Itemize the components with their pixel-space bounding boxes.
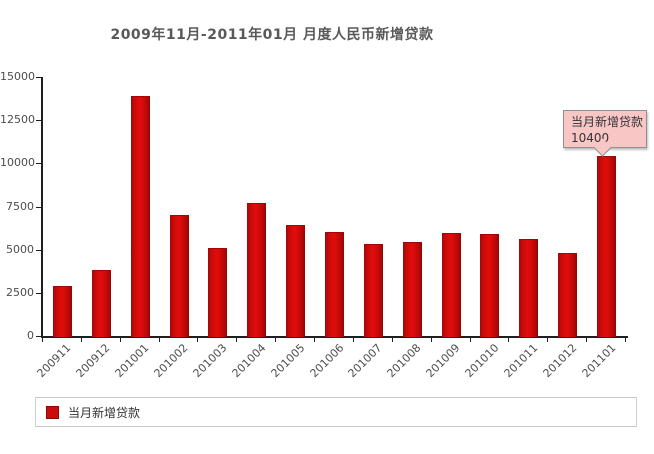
- x-tick: [430, 338, 432, 342]
- x-tick: [236, 338, 238, 342]
- y-tick: [36, 206, 41, 208]
- bar-201010[interactable]: [480, 234, 500, 337]
- chart-title: 2009年11月-2011年01月 月度人民币新增贷款: [110, 27, 434, 43]
- bar-201009[interactable]: [441, 233, 461, 337]
- x-tick: [508, 338, 510, 342]
- y-tick-label: 7500: [6, 199, 34, 213]
- legend: 当月新增贷款: [35, 397, 637, 427]
- y-tick-label: 15000: [0, 70, 35, 83]
- y-tick-label: 12500: [0, 113, 35, 127]
- y-tick: [36, 292, 41, 294]
- legend-swatch: [46, 405, 59, 419]
- y-tick-label: 10000: [0, 156, 35, 170]
- y-tick-label: 5000: [6, 242, 34, 256]
- legend-label: 当月新增贷款: [68, 405, 141, 420]
- bar-201002[interactable]: [169, 215, 189, 337]
- x-tick: [119, 338, 121, 342]
- bar-201004[interactable]: [247, 203, 267, 337]
- bar-201012[interactable]: [558, 253, 578, 337]
- x-tick: [314, 338, 316, 342]
- y-tick: [36, 249, 41, 251]
- bar-201003[interactable]: [208, 248, 228, 337]
- y-tick: [36, 77, 41, 78]
- bar-200912[interactable]: [91, 270, 111, 337]
- x-tick: [275, 338, 277, 342]
- tooltip: 当月新增贷款 10400: [563, 110, 647, 157]
- x-tick: [352, 338, 354, 342]
- x-tick: [625, 338, 626, 342]
- x-tick: [586, 338, 588, 342]
- x-tick: [158, 338, 160, 342]
- x-tick: [547, 338, 549, 342]
- bar-201006[interactable]: [325, 232, 344, 337]
- x-tick: [469, 338, 471, 342]
- bar-201101[interactable]: [597, 156, 617, 337]
- bar-200911[interactable]: [52, 286, 72, 337]
- x-tick: [42, 338, 43, 342]
- bar-201008[interactable]: [402, 242, 422, 337]
- bar-201011[interactable]: [519, 239, 539, 337]
- bar-201001[interactable]: [130, 96, 150, 337]
- x-tick: [80, 338, 82, 342]
- y-tick: [36, 163, 41, 165]
- y-tick: [36, 120, 41, 122]
- y-tick-label: 0: [27, 329, 34, 342]
- x-axis-line: [41, 336, 628, 338]
- y-axis-line: [41, 77, 43, 337]
- x-tick: [197, 338, 199, 342]
- y-tick-label: 2500: [6, 285, 34, 299]
- x-tick: [391, 338, 393, 342]
- bar-201005[interactable]: [286, 225, 306, 337]
- bar-201007[interactable]: [363, 244, 383, 337]
- y-tick: [36, 336, 41, 337]
- tooltip-series-label: 当月新增贷款: [571, 115, 644, 129]
